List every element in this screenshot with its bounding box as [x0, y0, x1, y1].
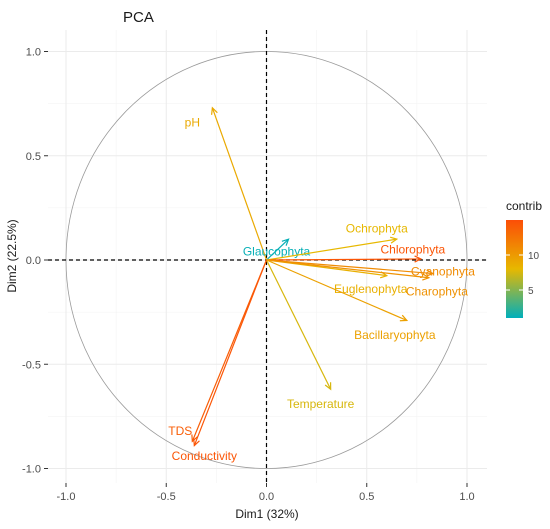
vector-arrow-bacillaryophyta — [266, 259, 408, 322]
axis-ticks: -1.0 -0.5 0.0 0.5 1.0 1.0 0.5 0.0 -0.5 -1.0 — [22, 47, 475, 504]
y-axis-label: Dim2 (22.5%) — [5, 219, 19, 292]
legend-colorbar — [506, 220, 523, 318]
legend-tick-label: 5 — [528, 286, 534, 297]
legend: contrib 10 5 — [506, 199, 542, 318]
vector-arrowhead-temperature — [324, 382, 332, 391]
vector-arrowhead-ochrophyta — [389, 236, 399, 244]
y-tick-label: -0.5 — [22, 359, 41, 371]
x-tick-label: 0.5 — [359, 491, 374, 503]
vector-label-charophyta: Charophyta — [406, 284, 468, 298]
vector-label-chlorophyta: Chlorophyta — [381, 243, 446, 257]
vector-arrow-glaucophyta — [266, 238, 289, 261]
vector-arrow-chlorophyta — [266, 258, 421, 261]
vector-label-glaucophyta: Glaucophyta — [243, 245, 311, 259]
vector-arrowhead-cyanophyta — [426, 269, 435, 277]
y-tick-label: -1.0 — [22, 464, 41, 476]
vector-label-conductivity: Conductivity — [172, 449, 237, 463]
vector-arrow-charophyta — [266, 259, 429, 279]
legend-tick-label: 10 — [528, 251, 540, 262]
plot-panel — [48, 30, 487, 483]
legend-ticks: 10 5 — [506, 251, 540, 297]
vector-arrow-temperature — [265, 259, 332, 390]
vector-arrowhead-ph — [211, 106, 218, 115]
vector-arrow-ochrophyta — [266, 238, 397, 261]
x-tick-label: 0.0 — [259, 491, 274, 503]
vector-arrowhead-conductivity — [193, 438, 200, 447]
vector-label-ph: pH — [185, 115, 200, 129]
vector-label-bacillaryophyta: Bacillaryophyta — [354, 328, 436, 342]
legend-title: contrib — [506, 199, 542, 213]
x-axis-label: Dim1 (32%) — [235, 507, 298, 521]
vector-label-euglenophyta: Euglenophyta — [334, 282, 408, 296]
vector-label-ochrophyta: Ochrophyta — [346, 222, 408, 236]
vector-arrowhead-chlorophyta — [414, 255, 423, 263]
vector-label-cyanophyta: Cyanophyta — [411, 264, 475, 278]
chart-title: PCA — [123, 9, 154, 26]
y-tick-label: 0.5 — [26, 151, 41, 163]
vector-arrow-conductivity — [193, 259, 268, 446]
vector-arrow-cyanophyta — [266, 259, 433, 275]
y-tick-label: 0.0 — [26, 255, 41, 267]
vector-arrowhead-charophyta — [422, 273, 431, 281]
x-tick-label: -0.5 — [157, 491, 176, 503]
y-tick-label: 1.0 — [26, 47, 41, 59]
vector-arrow-ph — [211, 107, 268, 261]
variable-vectors: pH Glaucophyta Ochrophyta Chlorophyta Cyanop… — [168, 106, 475, 463]
vector-arrowhead-glaucophyta — [281, 238, 290, 246]
x-tick-label: -1.0 — [57, 491, 76, 503]
vector-arrowhead-bacillaryophyta — [399, 314, 409, 322]
x-tick-label: 1.0 — [459, 491, 474, 503]
vector-arrowhead-tds — [191, 434, 198, 443]
vector-label-temperature: Temperature — [287, 397, 355, 411]
vector-label-tds: TDS — [168, 424, 192, 438]
